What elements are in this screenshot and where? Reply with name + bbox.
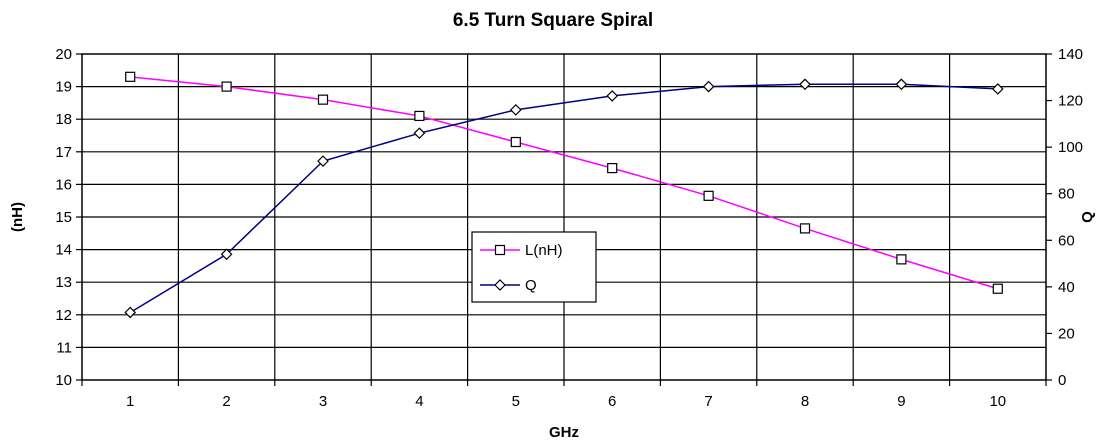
x-tick-label: 3	[319, 393, 327, 410]
series-line-q	[129, 83, 998, 314]
y-tick-label: 20	[55, 46, 72, 63]
legend-label-q: Q	[525, 277, 537, 294]
legend-marker-l	[494, 244, 506, 256]
data-point-q	[799, 78, 811, 91]
y-tick-label: 14	[55, 242, 72, 259]
data-point-l	[896, 254, 907, 265]
data-point-l	[414, 110, 425, 122]
data-point-l	[125, 71, 136, 82]
data-point-l	[510, 136, 521, 148]
y2-tick-label: 100	[1058, 139, 1083, 156]
data-point-q	[895, 78, 908, 91]
data-point-q	[509, 104, 522, 116]
data-point-l	[799, 223, 811, 234]
y2-tick-label: 40	[1058, 279, 1075, 296]
data-point-l	[607, 163, 618, 174]
y-tick-label: 12	[55, 307, 72, 324]
y-tick-label: 15	[55, 209, 72, 226]
data-point-l	[992, 283, 1003, 294]
data-point-q	[991, 83, 1004, 95]
series-layer	[124, 71, 1004, 319]
legend: L(nH) Q	[471, 231, 597, 303]
y-tick-label: 11	[56, 339, 72, 356]
data-point-q	[220, 248, 233, 261]
data-point-q	[606, 90, 619, 102]
y2-tick-label: 80	[1058, 186, 1075, 203]
series-line-l	[130, 76, 999, 290]
data-point-q	[124, 306, 137, 319]
data-point-l	[317, 94, 329, 105]
y-tick-label: 16	[55, 176, 72, 193]
y2-tick-label: 140	[1058, 46, 1083, 63]
y2-tick-label: 20	[1058, 325, 1075, 342]
y-tick-label: 19	[55, 79, 72, 96]
data-point-q	[413, 127, 426, 140]
x-tick-label: 9	[897, 393, 905, 410]
data-point-q	[702, 80, 715, 93]
data-point-q	[317, 155, 329, 167]
data-point-l	[703, 190, 714, 201]
y2-tick-label: 60	[1058, 232, 1075, 249]
legend-marker-q	[494, 279, 506, 291]
y2-tick-label: 120	[1058, 93, 1083, 110]
data-point-l	[221, 81, 232, 92]
x-tick-label: 1	[126, 393, 134, 410]
y2-axis-title: Q	[1079, 211, 1096, 223]
chart-title: 6.5 Turn Square Spiral	[453, 10, 653, 31]
x-tick-label: 10	[989, 393, 1006, 410]
y2-tick-label: 0	[1058, 372, 1066, 389]
x-tick-label: 8	[801, 393, 809, 410]
x-tick-label: 6	[608, 393, 616, 410]
y-axis-title: (nH)	[9, 202, 26, 232]
x-tick-label: 4	[415, 393, 423, 410]
legend-box	[471, 231, 597, 303]
series-q	[124, 78, 1004, 319]
x-axis-title: GHz	[549, 424, 579, 441]
y-tick-label: 10	[55, 372, 72, 389]
y-tick-label: 13	[55, 274, 72, 291]
x-tick-label: 5	[512, 393, 520, 410]
series-l	[125, 71, 1003, 294]
x-tick-label: 2	[222, 393, 230, 410]
y-tick-label: 17	[55, 144, 72, 161]
y-tick-label: 18	[55, 111, 72, 128]
x-tick-label: 7	[704, 393, 712, 410]
legend-label-l: L(nH)	[525, 242, 563, 259]
